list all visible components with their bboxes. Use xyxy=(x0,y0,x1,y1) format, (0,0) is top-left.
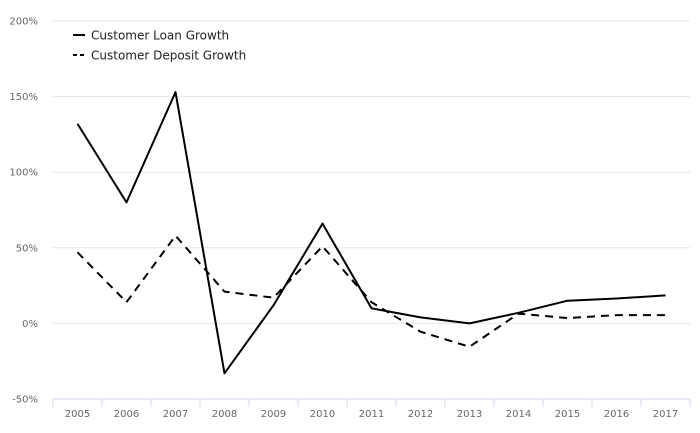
x-tick-label: 2010 xyxy=(310,409,335,420)
x-tick-label: 2014 xyxy=(506,409,531,420)
y-tick-label: 200% xyxy=(9,17,38,28)
legend[interactable]: Customer Loan Growth Customer Deposit Gro… xyxy=(73,29,246,63)
x-tick-label: 2013 xyxy=(457,409,482,420)
x-tick-label: 2008 xyxy=(212,409,237,420)
y-tick-label: 150% xyxy=(9,92,38,103)
x-tick-label: 2015 xyxy=(555,409,580,420)
x-tick-label: 2017 xyxy=(653,409,678,420)
x-tick-label: 2006 xyxy=(114,409,139,420)
series-line-customer-deposit-growth[interactable] xyxy=(76,234,666,348)
legend-item[interactable]: Customer Loan Growth xyxy=(73,29,229,43)
x-axis xyxy=(52,398,691,407)
y-tick-label: 50% xyxy=(16,243,38,254)
y-tick-label: 0% xyxy=(22,319,38,330)
x-tick-label: 2009 xyxy=(261,409,286,420)
y-axis-tick-labels: 200% 150% 100% 50% 0% -50% xyxy=(9,17,38,406)
x-tick-label: 2005 xyxy=(65,409,90,420)
series-lines xyxy=(76,91,666,375)
legend-label: Customer Loan Growth xyxy=(91,29,229,43)
x-tick-label: 2016 xyxy=(604,409,629,420)
x-tick-label: 2011 xyxy=(359,409,384,420)
legend-item[interactable]: Customer Deposit Growth xyxy=(73,49,246,63)
x-tick-label: 2012 xyxy=(408,409,433,420)
legend-label: Customer Deposit Growth xyxy=(91,49,246,63)
x-tick-label: 2007 xyxy=(163,409,188,420)
x-axis-tick-labels: 2005 2006 2007 2008 2009 2010 2011 2012 2013 2014… xyxy=(65,409,678,420)
gridlines xyxy=(53,20,690,324)
y-tick-label: 100% xyxy=(9,168,38,179)
series-line-customer-loan-growth[interactable] xyxy=(76,91,666,375)
y-tick-label: -50% xyxy=(12,395,38,406)
